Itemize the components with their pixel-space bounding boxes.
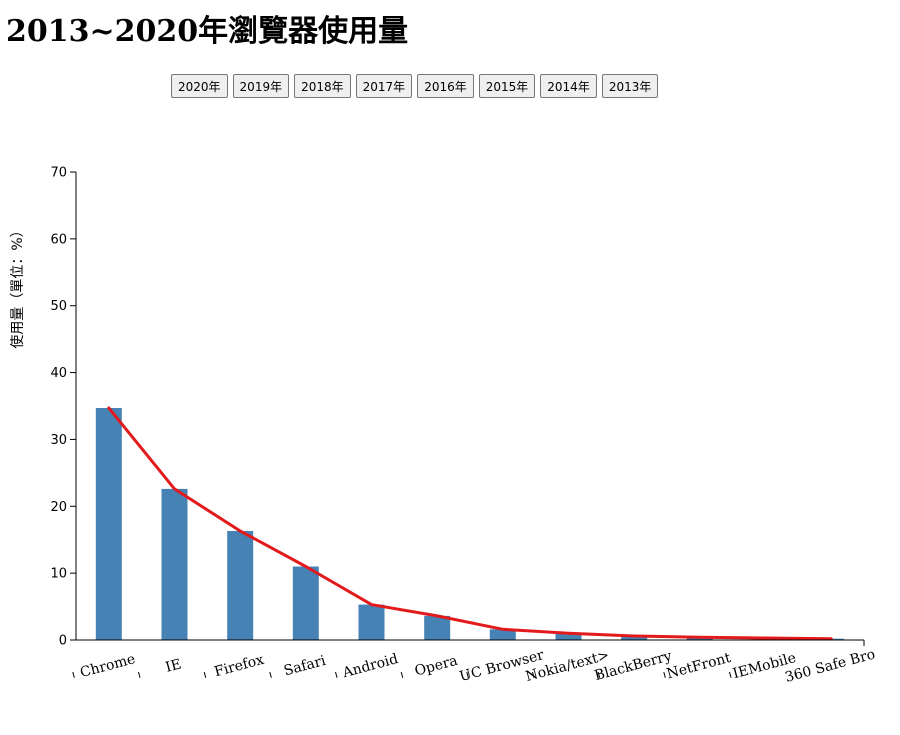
x-tick	[203, 671, 207, 678]
y-tick-label: 30	[50, 433, 67, 448]
y-tick-label: 60	[50, 232, 67, 247]
y-axis-label: 使用量（單位：%）	[9, 223, 26, 348]
bars-layer	[95, 408, 845, 640]
x-tick-label: NetFront	[665, 650, 733, 683]
trend-line	[107, 406, 833, 641]
bar-android	[358, 604, 385, 640]
x-tick	[597, 671, 601, 678]
y-tick-label: 0	[59, 634, 67, 649]
x-tick-label: Chrome	[78, 651, 137, 681]
year-button-group: 2020年 2019年 2018年 2017年 2016年 2015年 2014…	[171, 74, 659, 98]
year-button-2016[interactable]: 2016年	[417, 74, 474, 98]
year-button-2014[interactable]: 2014年	[540, 74, 597, 98]
page-title: 2013~2020年瀏覽器使用量	[6, 14, 409, 49]
bar-firefox	[227, 531, 254, 640]
x-tick	[72, 671, 75, 678]
x-tick-label: 360 Safe Bro	[783, 646, 876, 685]
x-tick	[269, 671, 272, 678]
bar-blackberry	[621, 636, 648, 640]
y-axis: 0 10 20 30 40 50 60 70	[50, 166, 77, 649]
x-tick	[138, 671, 141, 678]
year-button-2013[interactable]: 2013年	[601, 74, 659, 98]
year-button-2020[interactable]: 2020年	[171, 74, 228, 98]
x-tick-label: Opera	[413, 653, 459, 680]
year-button-2017[interactable]: 2017年	[355, 74, 413, 98]
x-tick	[400, 671, 404, 678]
trend-line-layer	[107, 406, 833, 641]
x-tick	[663, 671, 666, 678]
bar-nokia-text-	[555, 633, 582, 640]
y-tick-label: 10	[50, 567, 67, 582]
y-tick-label: 70	[50, 166, 67, 181]
bar-ie	[161, 488, 188, 640]
x-tick	[335, 671, 338, 678]
bar-chrome	[95, 408, 122, 640]
x-tick	[794, 671, 798, 678]
year-button-2015[interactable]: 2015年	[478, 74, 536, 98]
y-tick-label: 50	[50, 299, 67, 314]
x-tick-label: Android	[340, 651, 400, 681]
x-tick	[729, 671, 732, 678]
bar-safari	[292, 566, 319, 640]
x-tick-label: Firefox	[213, 652, 266, 681]
x-tick	[532, 671, 535, 678]
x-tick-label: Safari	[282, 653, 328, 680]
x-tick-label: IE	[164, 656, 183, 676]
y-tick-label: 40	[50, 366, 67, 381]
y-tick-label: 20	[50, 500, 67, 515]
year-button-2018[interactable]: 2018年	[294, 74, 351, 98]
x-tick	[466, 671, 469, 678]
bar-opera	[424, 615, 451, 640]
year-button-2019[interactable]: 2019年	[232, 74, 290, 98]
bar-uc-browser	[489, 629, 516, 640]
